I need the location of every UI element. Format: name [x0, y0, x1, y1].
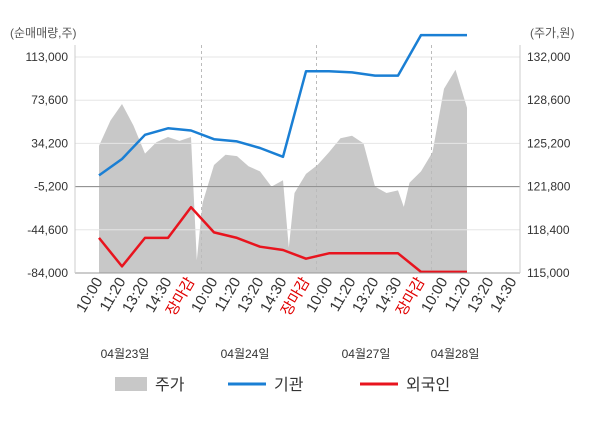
price-area-layer — [99, 69, 467, 273]
series-line-외국인 — [98, 205, 467, 274]
right-tick-label: 115,000 — [527, 266, 570, 280]
right-tick-label: 118,400 — [527, 223, 570, 237]
series-line-layer — [98, 33, 467, 274]
left-tick-label: 34,200 — [31, 136, 68, 150]
left-tick-label: -84,000 — [27, 266, 68, 280]
left-tick-labels: 113,000 73,600 34,200 -5,200 -44,600 -84,000 — [26, 50, 69, 280]
left-tick-label: 113,000 — [26, 50, 69, 64]
legend-item: 주가 — [115, 376, 185, 394]
x-tick-labels: 10:0011:2013:2014:30장마감10:0011:2013:2014… — [73, 274, 520, 319]
date-label: 04월27일 — [342, 347, 391, 361]
date-labels: 04월23일 04월24일 04월27일 04월28일 — [101, 347, 480, 361]
legend-item: 외국인 — [360, 376, 450, 394]
price-area — [99, 69, 467, 273]
legend-label: 기관 — [274, 376, 304, 394]
right-axis-unit: (주가,원) — [530, 26, 574, 40]
right-tick-label: 128,600 — [527, 93, 571, 107]
legend: 주가 기관 외국인 — [115, 376, 450, 394]
legend-label: 주가 — [155, 376, 185, 394]
left-axis-unit: (순매매량,주) — [10, 26, 77, 40]
date-label: 04월24일 — [221, 347, 270, 361]
date-label: 04월28일 — [431, 347, 480, 361]
series-line-기관 — [98, 33, 467, 177]
right-tick-label: 132,000 — [527, 50, 571, 64]
left-tick-label: -44,600 — [27, 223, 68, 237]
right-tick-label: 121,800 — [527, 180, 571, 194]
right-tick-label: 125,200 — [527, 136, 571, 150]
right-tick-labels: 132,000 128,600 125,200 121,800 118,400 115,0… — [527, 50, 571, 280]
left-tick-label: 73,600 — [31, 93, 68, 107]
legend-item: 기관 — [228, 376, 304, 394]
left-tick-label: -5,200 — [34, 180, 68, 194]
date-label: 04월23일 — [101, 347, 150, 361]
legend-label: 외국인 — [406, 376, 450, 394]
axis-layer — [74, 45, 521, 274]
legend-swatch — [115, 377, 147, 391]
